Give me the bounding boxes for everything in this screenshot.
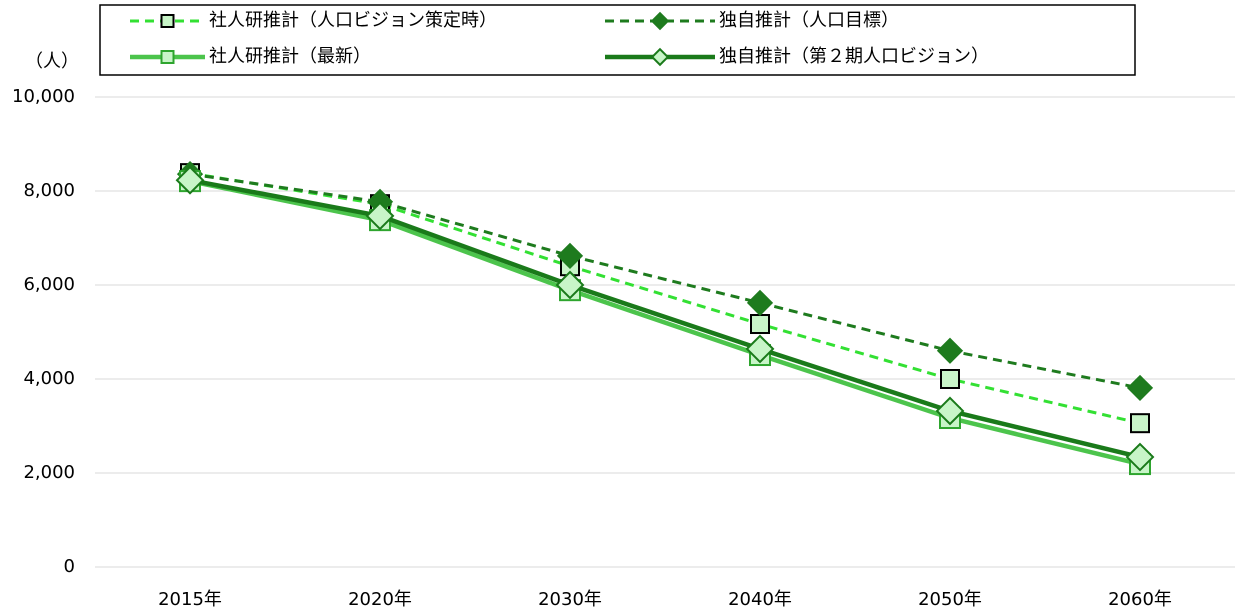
marker <box>175 165 205 195</box>
legend-marker <box>160 50 175 64</box>
marker <box>940 369 960 389</box>
y-tick-label: 8,000 <box>23 180 75 201</box>
legend-label: 独自推計（第２期人口ビジョン） <box>719 46 989 67</box>
x-tick-label: 2060年 <box>1108 589 1172 610</box>
legend-label: 社人研推計（最新） <box>209 46 371 67</box>
legend-box <box>99 4 1136 76</box>
marker <box>745 334 775 364</box>
y-tick-label: 4,000 <box>23 368 75 389</box>
marker <box>555 270 585 300</box>
series-line <box>189 177 1141 460</box>
x-tick-label: 2040年 <box>728 589 792 610</box>
marker <box>750 314 770 335</box>
x-tick-label: 2020年 <box>348 589 412 610</box>
marker <box>556 242 584 269</box>
y-tick-label: 2,000 <box>23 462 75 483</box>
legend-label: 独自推計（人口目標） <box>719 10 899 31</box>
legend-label: 社人研推計（人口ビジョン策定時） <box>209 10 497 31</box>
legend-marker <box>650 11 670 31</box>
marker <box>1126 374 1154 402</box>
y-tick-label: 10,000 <box>12 86 75 107</box>
series-line <box>189 172 1141 390</box>
x-tick-label: 2015年 <box>158 589 222 610</box>
marker <box>935 396 965 426</box>
legend-marker <box>160 14 175 28</box>
legend-marker <box>650 47 670 67</box>
marker <box>936 337 964 364</box>
marker <box>1125 442 1155 472</box>
marker <box>746 289 774 316</box>
y-axis-label: （人） <box>25 51 79 72</box>
marker <box>1130 413 1150 434</box>
x-tick-label: 2050年 <box>918 589 982 610</box>
marker <box>365 201 395 231</box>
y-tick-label: 0 <box>64 556 75 577</box>
series-line <box>189 178 1141 467</box>
x-tick-label: 2030年 <box>538 589 602 610</box>
y-tick-label: 6,000 <box>23 274 75 295</box>
